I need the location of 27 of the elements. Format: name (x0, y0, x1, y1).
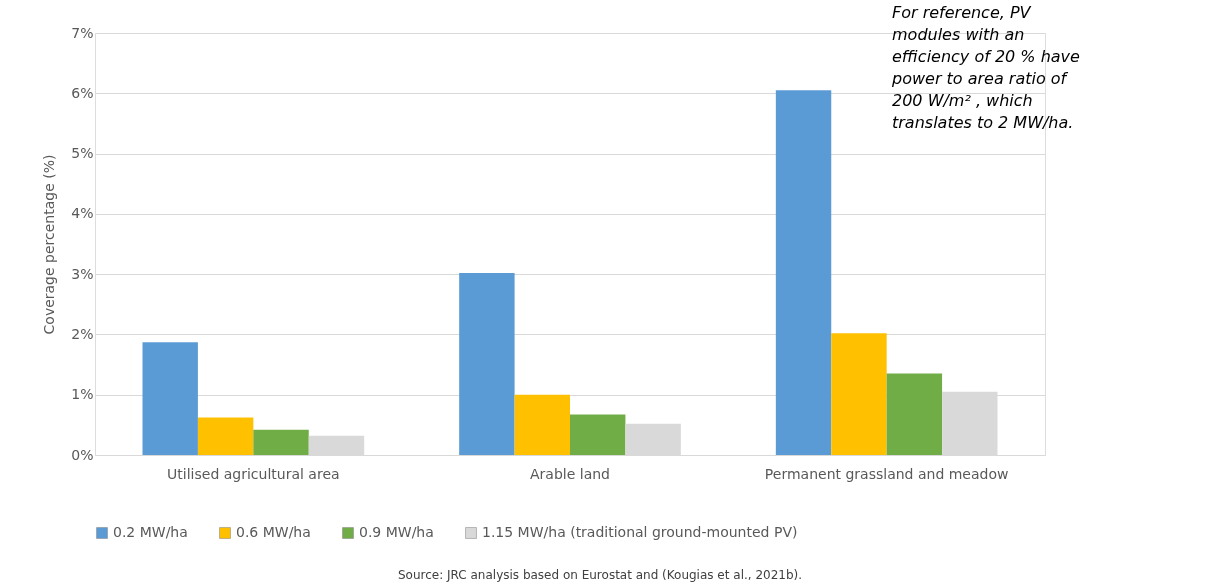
bar (570, 414, 626, 455)
x-tick-label: Permanent grassland and meadow (764, 465, 1009, 482)
y-tick-label: 5% (71, 145, 94, 162)
y-tick-label: 3% (71, 265, 94, 282)
legend-label: 0.9 MW/ha (359, 524, 434, 540)
y-tick-label: 0% (71, 446, 94, 463)
legend-label: 1.15 MW/ha (traditional ground-mounted PV) (482, 524, 798, 540)
y-axis-title: Coverage percentage (%) (41, 154, 58, 335)
x-tick-label: Utilised agricultural area (167, 465, 340, 482)
y-tick-label: 6% (71, 84, 94, 101)
bar (459, 272, 515, 455)
bar (831, 333, 887, 455)
annotation: For reference, PV modules with an efficiency of 20 % have power to area ratio of 200 W/m² , which translates to 2 MW/ha. (891, 3, 1081, 132)
y-tick-label: 1% (71, 386, 94, 403)
bar (886, 373, 943, 455)
y-tick-label: 4% (71, 205, 94, 222)
legend-label: 0.2 MW/ha (113, 524, 188, 540)
legend-label: 0.6 MW/ha (236, 524, 311, 540)
y-tick-label: 7% (71, 24, 94, 41)
source-note: Source: JRC analysis based on Eurostat and (Kougias et al., 2021b). (397, 568, 803, 582)
bar (514, 394, 570, 455)
bar (197, 417, 254, 455)
bar (142, 342, 198, 455)
y-tick-label: 2% (71, 325, 94, 342)
bar (253, 429, 309, 455)
bar (775, 90, 832, 455)
x-tick-label: Arable land (530, 465, 610, 482)
